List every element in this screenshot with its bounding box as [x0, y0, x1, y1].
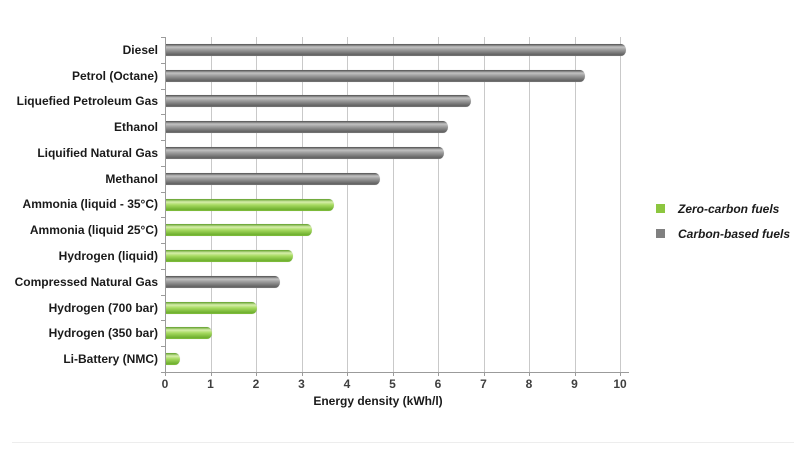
x-axis-tick: [438, 372, 439, 376]
bar-ethanol: [166, 121, 449, 134]
category-label-hydrogen-liquid: Hydrogen (liquid): [58, 249, 158, 264]
bar-methanol: [166, 172, 380, 185]
x-tick-label-6: 6: [434, 377, 442, 391]
category-label-liquified-natural-gas: Liquified Natural Gas: [37, 145, 158, 160]
gridline-x-4: [347, 37, 348, 372]
gridline-x-7: [483, 37, 485, 372]
x-axis-tick: [483, 372, 485, 376]
legend-item-zero-carbon-fuels: Zero-carbon fuels: [656, 196, 790, 221]
legend-swatch-carbon-icon: [656, 229, 665, 238]
y-axis-tick: [161, 243, 165, 245]
bar-compressed-natural-gas: [166, 275, 280, 288]
bar-hydrogen-700-bar: [166, 301, 257, 314]
bar-liquified-natural-gas: [166, 146, 444, 159]
legend-label-zero-carbon-fuels: Zero-carbon fuels: [678, 201, 780, 216]
x-axis-tick: [620, 372, 621, 376]
y-axis-tick: [161, 320, 165, 322]
x-axis-tick: [256, 372, 257, 376]
category-label-petrol-octane: Petrol (Octane): [71, 68, 158, 83]
y-axis-tick: [161, 62, 165, 64]
category-label-ethanol: Ethanol: [114, 120, 158, 135]
bar-ammonia-liquid-25-c: [166, 224, 312, 237]
legend-label-carbon-based-fuels: Carbon-based fuels: [678, 226, 791, 241]
gridline-x-6: [438, 37, 439, 372]
bottom-divider: [12, 442, 794, 443]
bar-hydrogen-350-bar: [166, 327, 212, 340]
y-axis-tick: [161, 140, 165, 142]
category-label-hydrogen-700-bar: Hydrogen (700 bar): [48, 300, 158, 315]
bar-li-battery-nmc: [166, 353, 180, 366]
category-label-liquefied-petroleum-gas: Liquefied Petroleum Gas: [16, 94, 158, 109]
bar-hydrogen-liquid: [166, 250, 294, 263]
x-tick-label-2: 2: [252, 377, 260, 391]
x-axis-tick: [392, 372, 394, 376]
x-tick-label-8: 8: [525, 377, 533, 391]
x-tick-label-1: 1: [207, 377, 214, 391]
x-tick-label-10: 10: [613, 377, 627, 391]
legend-swatch-zero-icon: [656, 204, 665, 213]
bar-petrol-octane: [166, 69, 585, 82]
x-tick-label-4: 4: [343, 377, 351, 391]
category-label-ammonia-liquid-25-c: Ammonia (liquid 25°C): [29, 223, 158, 238]
bar-ammonia-liquid-35-c: [166, 198, 335, 211]
category-label-methanol: Methanol: [105, 171, 158, 186]
x-axis-title: Energy density (kWh/l): [313, 394, 443, 408]
x-axis-tick: [529, 372, 530, 376]
legend: Zero-carbon fuels Carbon-based fuels: [656, 196, 790, 246]
legend-item-carbon-based-fuels: Carbon-based fuels: [656, 221, 790, 246]
y-axis-tick: [161, 268, 165, 270]
x-axis-tick: [301, 372, 303, 376]
y-axis-tick: [161, 294, 165, 296]
category-label-hydrogen-350-bar: Hydrogen (350 bar): [48, 326, 158, 341]
y-axis-line: [165, 37, 166, 372]
plot-area: [165, 37, 628, 372]
y-axis-tick: [161, 37, 165, 38]
category-label-diesel: Diesel: [122, 42, 158, 57]
category-label-ammonia-liquid-35-c: Ammonia (liquid - 35°C): [22, 197, 158, 212]
y-axis-tick: [161, 372, 165, 373]
y-axis-tick: [161, 114, 165, 116]
category-label-li-battery-nmc: Li-Battery (NMC): [63, 352, 158, 367]
x-tick-label-9: 9: [571, 377, 578, 391]
x-axis-tick: [347, 372, 348, 376]
gridline-x-10: [620, 37, 621, 372]
x-tick-label-5: 5: [389, 377, 396, 391]
y-axis-tick: [161, 191, 165, 193]
gridline-x-8: [529, 37, 530, 372]
x-axis-tick: [574, 372, 576, 376]
bar-diesel: [166, 43, 626, 56]
category-label-compressed-natural-gas: Compressed Natural Gas: [14, 274, 158, 289]
gridline-x-5: [392, 37, 394, 372]
bar-liquefied-petroleum-gas: [166, 95, 471, 108]
y-axis-tick: [161, 217, 165, 219]
y-axis-tick: [161, 88, 165, 90]
x-tick-label-0: 0: [161, 377, 169, 391]
y-axis-tick: [161, 346, 165, 348]
x-tick-label-7: 7: [480, 377, 487, 391]
gridline-x-9: [574, 37, 576, 372]
x-tick-label-3: 3: [298, 377, 305, 391]
x-axis-tick: [210, 372, 212, 376]
y-axis-tick: [161, 165, 165, 167]
x-axis-line: [165, 372, 629, 373]
x-axis-tick: [165, 372, 166, 376]
